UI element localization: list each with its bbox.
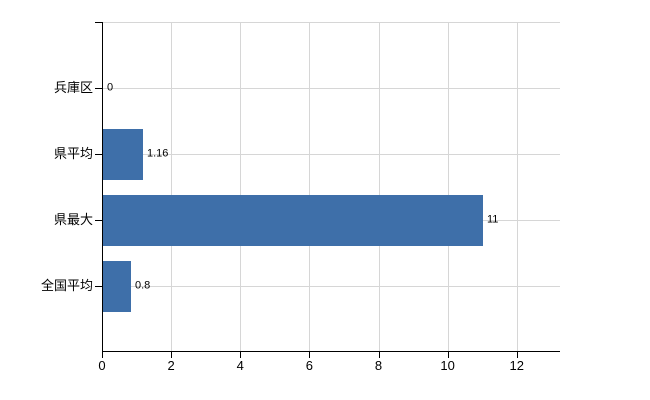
x-axis-tick: [102, 352, 103, 358]
bar-value-label: 0.8: [135, 279, 151, 292]
x-axis-tick: [171, 352, 172, 358]
bar-value-label: 11: [487, 213, 499, 226]
bar: [103, 195, 483, 246]
x-axis-tick: [517, 352, 518, 358]
category-label: 全国平均: [40, 278, 93, 293]
y-axis-tick: [95, 220, 102, 221]
category-label: 県最大: [53, 212, 93, 227]
bar-value-label: 1.16: [147, 147, 169, 160]
horizontal-gridline: [102, 22, 560, 23]
horizontal-gridline: [102, 286, 560, 287]
y-axis-tick: [95, 286, 102, 287]
y-axis-line: [102, 22, 103, 352]
x-axis-tick: [309, 352, 310, 358]
bar-value-label: 0: [107, 81, 114, 94]
vertical-gridline: [171, 22, 172, 352]
x-axis-tick: [448, 352, 449, 358]
vertical-gridline: [309, 22, 310, 352]
x-axis-tick-label: 12: [509, 358, 525, 373]
x-axis-tick: [240, 352, 241, 358]
x-axis-tick-label: 8: [374, 358, 383, 373]
category-label: 兵庫区: [53, 80, 93, 95]
horizontal-gridline: [102, 154, 560, 155]
y-axis-tick: [95, 88, 102, 89]
y-axis-tick: [95, 154, 102, 155]
x-axis-tick-label: 4: [236, 358, 244, 373]
x-axis-tick: [379, 352, 380, 358]
vertical-gridline: [240, 22, 241, 352]
plot-area: 0 1.16 11 0.8: [95, 22, 560, 358]
category-label: 県平均: [53, 146, 93, 161]
y-axis-tick: [95, 22, 102, 23]
vertical-gridline: [379, 22, 380, 352]
x-axis-tick-label: 0: [98, 358, 106, 373]
vertical-gridline: [448, 22, 449, 352]
bar: [103, 261, 131, 312]
x-axis-tick-label: 10: [440, 358, 455, 373]
vertical-gridline: [517, 22, 518, 352]
horizontal-gridline: [102, 88, 560, 89]
x-axis-tick-label: 6: [305, 358, 313, 373]
x-axis-line: [102, 351, 560, 352]
x-axis-tick-label: 2: [167, 358, 175, 373]
bar: [103, 129, 143, 180]
